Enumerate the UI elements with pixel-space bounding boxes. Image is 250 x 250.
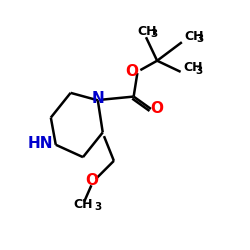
Text: N: N [92, 91, 104, 106]
Text: 3: 3 [196, 34, 203, 44]
Text: CH: CH [183, 61, 203, 74]
Text: CH: CH [73, 198, 93, 210]
Text: CH: CH [137, 24, 157, 38]
Text: 3: 3 [150, 29, 158, 39]
Text: 3: 3 [195, 66, 202, 76]
Text: O: O [150, 102, 163, 116]
Text: O: O [126, 64, 138, 79]
Text: 3: 3 [94, 202, 101, 212]
Text: O: O [85, 173, 98, 188]
Text: HN: HN [28, 136, 53, 151]
Text: CH: CH [184, 30, 204, 43]
